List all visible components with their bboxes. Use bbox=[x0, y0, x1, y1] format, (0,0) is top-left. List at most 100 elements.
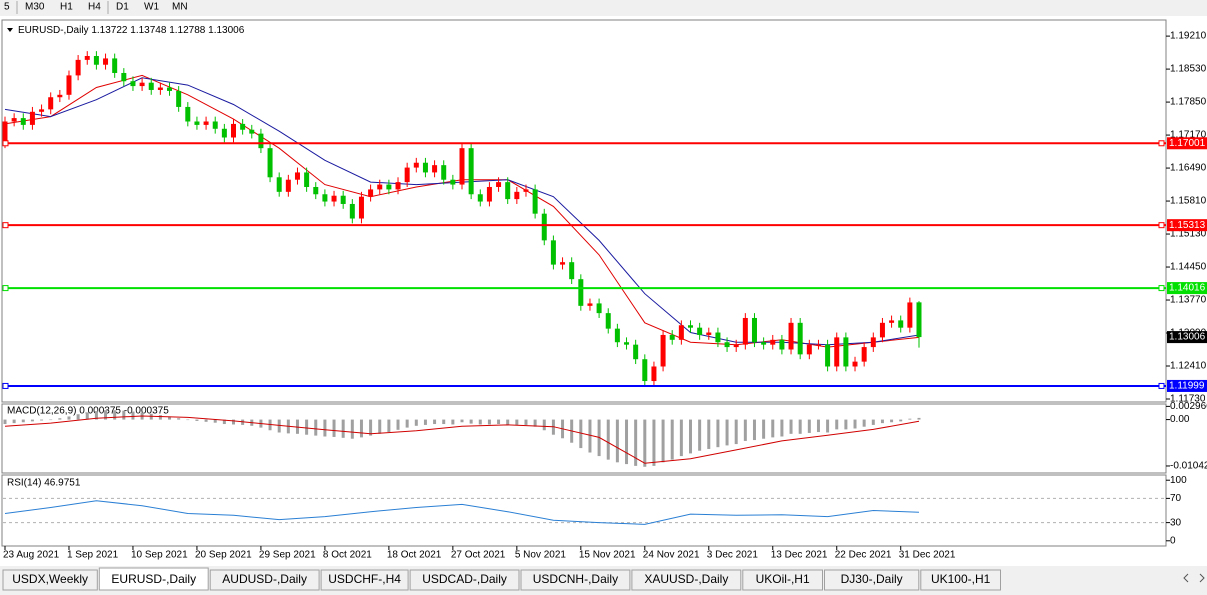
tab-label[interactable]: DJ30-,Daily bbox=[841, 572, 903, 586]
symbol: EURUSD-,Daily bbox=[18, 25, 89, 36]
tab-bg bbox=[320, 569, 409, 591]
timeframe-button[interactable]: D1 bbox=[116, 2, 129, 13]
tab-bg bbox=[631, 569, 742, 591]
macd-bar bbox=[789, 419, 793, 434]
candle-body bbox=[358, 196, 364, 219]
tab-label[interactable]: AUDUSD-,Daily bbox=[222, 572, 307, 586]
macd-bar bbox=[469, 419, 473, 424]
low-value: 1.12788 bbox=[169, 25, 206, 36]
macd-bar bbox=[917, 417, 921, 420]
macd-bar bbox=[460, 419, 464, 423]
candle-body bbox=[898, 320, 904, 328]
timeframe-button[interactable]: W1 bbox=[144, 2, 159, 13]
tab-label[interactable]: XAUUSD-,Daily bbox=[644, 572, 728, 586]
tab-bg bbox=[2, 569, 98, 591]
macd-bar bbox=[49, 419, 53, 421]
timeframe-button[interactable]: M30 bbox=[25, 2, 45, 13]
chart-tab[interactable]: UKOil-,H1 bbox=[742, 569, 823, 591]
macd-bar bbox=[807, 419, 811, 433]
y-tick-label: 1.17850 bbox=[1170, 97, 1207, 108]
level-anchor bbox=[1158, 222, 1165, 229]
tab-label[interactable]: UK100-,H1 bbox=[931, 572, 991, 586]
candle-body bbox=[103, 58, 109, 65]
candle-body bbox=[468, 148, 474, 195]
chart-tab[interactable]: USDX,Weekly bbox=[2, 569, 98, 591]
chart-tab[interactable]: DJ30-,Daily bbox=[824, 569, 920, 591]
candle-body bbox=[879, 322, 885, 338]
tab-label[interactable]: USDCHF-,H4 bbox=[328, 572, 401, 586]
candle-body bbox=[422, 162, 428, 173]
chart-tab[interactable]: USDCAD-,Daily bbox=[409, 569, 520, 591]
y-tick-label: -0.01042 bbox=[1170, 461, 1207, 472]
macd-bar bbox=[341, 419, 345, 438]
macd-bar bbox=[908, 418, 912, 420]
macd-bar bbox=[689, 419, 692, 454]
candle-body bbox=[441, 165, 447, 180]
macd-bar bbox=[643, 419, 647, 467]
candle-body bbox=[167, 87, 173, 91]
timeframe-button[interactable]: MN bbox=[172, 2, 188, 13]
tab-label[interactable]: USDCAD-,Daily bbox=[422, 572, 507, 586]
y-tick-label: 70 bbox=[1170, 493, 1182, 504]
x-tick-label: 8 Oct 2021 bbox=[323, 550, 372, 561]
y-tick-label: 1.15810 bbox=[1170, 196, 1207, 207]
chart-tab[interactable]: AUDUSD-,Daily bbox=[209, 569, 320, 591]
candle-body bbox=[614, 328, 620, 343]
candle-body bbox=[139, 82, 145, 87]
timeframe-button[interactable]: H1 bbox=[60, 2, 73, 13]
candle-body bbox=[633, 344, 639, 360]
chart-tab[interactable]: USDCNH-,Daily bbox=[520, 569, 631, 591]
candle-body bbox=[797, 322, 803, 355]
candle-body bbox=[112, 58, 118, 73]
tab-label[interactable]: USDCNH-,Daily bbox=[533, 572, 618, 586]
macd-bar bbox=[625, 419, 629, 465]
candle-body bbox=[285, 179, 291, 192]
candle-body bbox=[514, 191, 520, 200]
macd-bar bbox=[168, 416, 172, 420]
level-anchor bbox=[2, 382, 9, 389]
candle-body bbox=[523, 189, 529, 192]
timeframe-button[interactable]: H4 bbox=[88, 2, 101, 13]
candle-body bbox=[569, 262, 575, 280]
chart-tab[interactable]: UK100-,H1 bbox=[920, 569, 1001, 591]
macd-bar bbox=[213, 419, 217, 423]
chart-tab[interactable]: EURUSD-,Daily bbox=[98, 567, 209, 591]
macd-bar bbox=[433, 419, 437, 425]
y-tick-label: 1.11730 bbox=[1170, 394, 1206, 405]
candle-body bbox=[651, 366, 657, 382]
macd-bar bbox=[725, 419, 729, 446]
macd-bar bbox=[835, 419, 839, 430]
macd-bar bbox=[679, 419, 683, 457]
tab-label[interactable]: EURUSD-,Daily bbox=[111, 572, 196, 586]
chart-header: EURUSD-,Daily 1.13722 1.13748 1.12788 1.… bbox=[18, 25, 245, 36]
x-tick-label: 29 Sep 2021 bbox=[259, 550, 316, 561]
macd-bar bbox=[497, 419, 501, 425]
level-anchor bbox=[1158, 285, 1165, 292]
macd-bar bbox=[277, 419, 281, 433]
tab-bg bbox=[920, 569, 1001, 591]
tab-label[interactable]: UKOil-,H1 bbox=[756, 572, 810, 586]
rsi-title: RSI(14) 46.9751 bbox=[7, 478, 81, 489]
candle-body bbox=[11, 118, 17, 122]
chart-tab[interactable]: USDCHF-,H4 bbox=[320, 569, 409, 591]
candle-body bbox=[916, 302, 922, 338]
candle-body bbox=[386, 184, 392, 190]
candle-body bbox=[176, 90, 182, 107]
macd-bar bbox=[158, 415, 162, 420]
candle-body bbox=[130, 81, 136, 87]
macd-bar bbox=[186, 419, 190, 421]
macd-bar bbox=[204, 419, 208, 422]
tab-label[interactable]: USDX,Weekly bbox=[12, 572, 88, 586]
y-tick-label: 1.15130 bbox=[1170, 229, 1207, 240]
candle-body bbox=[715, 332, 721, 343]
macd-bar bbox=[222, 419, 226, 425]
tab-scroll-arrows[interactable] bbox=[1183, 573, 1205, 583]
timeframe-button[interactable]: 5 bbox=[4, 2, 10, 13]
macd-bar bbox=[588, 419, 592, 453]
macd-bar bbox=[880, 419, 884, 424]
candle-body bbox=[596, 303, 602, 314]
macd-bar bbox=[305, 419, 309, 435]
chart-tab[interactable]: XAUUSD-,Daily bbox=[631, 569, 742, 591]
